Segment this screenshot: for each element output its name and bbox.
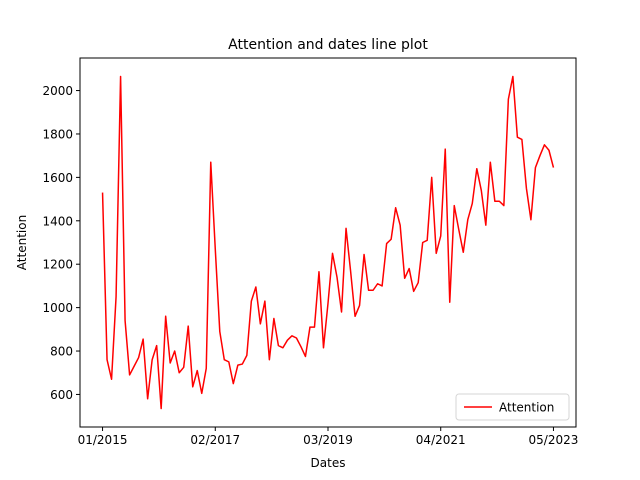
y-tick-label: 1600 bbox=[42, 171, 73, 185]
x-tick-label: 03/2019 bbox=[303, 433, 353, 447]
y-tick-label: 2000 bbox=[42, 84, 73, 98]
y-tick-label: 1800 bbox=[42, 127, 73, 141]
x-axis-label: Dates bbox=[311, 456, 346, 470]
x-tick-label: 01/2015 bbox=[78, 433, 128, 447]
y-tick-label: 600 bbox=[50, 388, 73, 402]
y-tick-label: 1400 bbox=[42, 214, 73, 228]
legend-label: Attention bbox=[499, 401, 554, 415]
series-line-0 bbox=[101, 75, 555, 410]
series-layer bbox=[101, 75, 555, 410]
legend-box bbox=[455, 393, 570, 421]
plot-area bbox=[80, 58, 576, 427]
x-tick-label: 04/2021 bbox=[416, 433, 466, 447]
y-tick-label: 1200 bbox=[42, 258, 73, 272]
legend: Attention bbox=[455, 393, 570, 421]
x-axis: 01/2015 02/2017 03/2019 04/2021 05/2023 bbox=[78, 427, 579, 447]
x-tick-label: 05/2023 bbox=[529, 433, 579, 447]
x-tick-label: 02/2017 bbox=[190, 433, 240, 447]
y-axis-label: Attention bbox=[15, 215, 29, 270]
chart-title: Attention and dates line plot bbox=[228, 37, 428, 53]
y-tick-label: 1000 bbox=[42, 301, 73, 315]
y-tick-label: 800 bbox=[50, 345, 73, 359]
y-axis: 600 800 1000 1200 1400 1600 1800 2000 bbox=[42, 84, 80, 402]
